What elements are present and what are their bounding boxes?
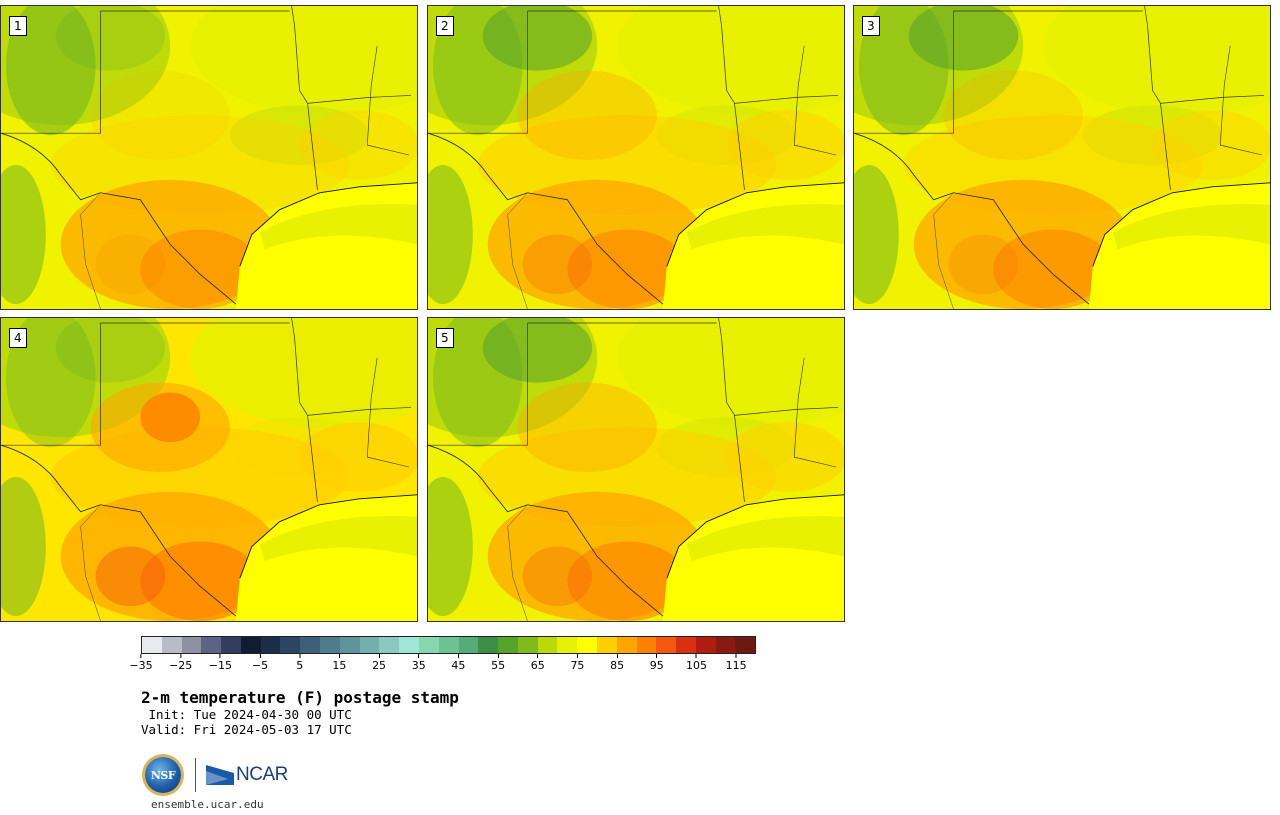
colorbar-swatch [438,637,459,653]
colorbar-swatch [418,637,439,653]
colorbar-swatch [636,637,657,653]
colorbar-tick-label: −5 [252,654,268,672]
colorbar-swatch [557,637,578,653]
colorbar-swatch [695,637,716,653]
colorbar-tick-label: 85 [610,654,624,672]
colorbar-swatch [478,637,499,653]
colorbar-tick-label: 25 [372,654,386,672]
colorbar-swatch [379,637,400,653]
nsf-logo-icon: NSF [145,757,181,793]
colorbar-swatch [201,637,222,653]
map-panel: 4 [0,317,418,622]
colorbar-tick-label: 115 [726,654,747,672]
temperature-map [854,6,1270,309]
logo-row: NSF NCAR [145,756,288,794]
colorbar-tick-label: 65 [531,654,545,672]
colorbar-swatch [676,637,696,653]
colorbar-swatch [142,637,162,653]
ncar-mark-icon [206,765,234,785]
ncar-logo: NCAR [206,764,288,786]
colorbar-tick-label: −25 [169,654,192,672]
colorbar-tick-label: −35 [129,654,152,672]
colorbar-swatch [735,637,756,653]
colorbar-ticks: −35 −25 −15 −5 5 15 25 35 45 55 65 75 85 95 105 115 [129,654,756,674]
valid-time: Valid: Fri 2024-05-03 17 UTC [141,722,352,737]
colorbar-swatch [300,637,321,653]
colorbar-swatch [359,637,380,653]
colorbar-swatch [161,637,182,653]
map-panel: 3 [853,5,1271,310]
colorbar-swatch [260,637,281,653]
colorbar-swatch [715,637,736,653]
panel-number-label: 1 [9,16,27,36]
colorbar-swatch [320,637,340,653]
colorbar-swatch [596,637,617,653]
colorbar-swatch [240,637,261,653]
map-panel: 1 [0,5,418,310]
colorbar-swatch [498,637,518,653]
map-panel: 2 [427,5,845,310]
panel-number-label: 3 [862,16,880,36]
panel-number-label: 2 [436,16,454,36]
site-link[interactable]: ensemble.ucar.edu [151,798,264,811]
ncar-logo-text: NCAR [236,764,288,785]
temperature-map [1,6,417,309]
colorbar-swatch [280,637,301,653]
colorbar-tick-label: 5 [296,654,303,672]
colorbar-swatch [458,637,479,653]
temperature-map [428,318,844,621]
colorbar-swatch [537,637,558,653]
colorbar-tick-label: 95 [650,654,664,672]
panel-number-label: 4 [9,328,27,348]
init-time: Init: Tue 2024-04-30 00 UTC [141,707,352,722]
colorbar-tick-label: 55 [491,654,505,672]
logo-divider [195,758,196,792]
colorbar-swatch [399,637,419,653]
panel-number-label: 5 [436,328,454,348]
colorbar-tick-label: 45 [451,654,465,672]
colorbar-tick-label: 35 [412,654,426,672]
colorbar-swatch [339,637,360,653]
colorbar-swatch [517,637,538,653]
colorbar [141,636,756,654]
temperature-map [428,6,844,309]
colorbar-swatch [577,637,597,653]
colorbar-tick-label: 105 [686,654,707,672]
colorbar-swatch [221,637,241,653]
temperature-map [1,318,417,621]
colorbar-swatch [181,637,202,653]
map-panel: 5 [427,317,845,622]
colorbar-tick-label: −15 [209,654,232,672]
colorbar-tick-label: 15 [332,654,346,672]
colorbar-tick-label: 75 [570,654,584,672]
colorbar-swatch [656,637,677,653]
nsf-logo-text: NSF [150,768,176,782]
chart-title: 2-m temperature (F) postage stamp [141,688,459,707]
colorbar-swatch [616,637,637,653]
